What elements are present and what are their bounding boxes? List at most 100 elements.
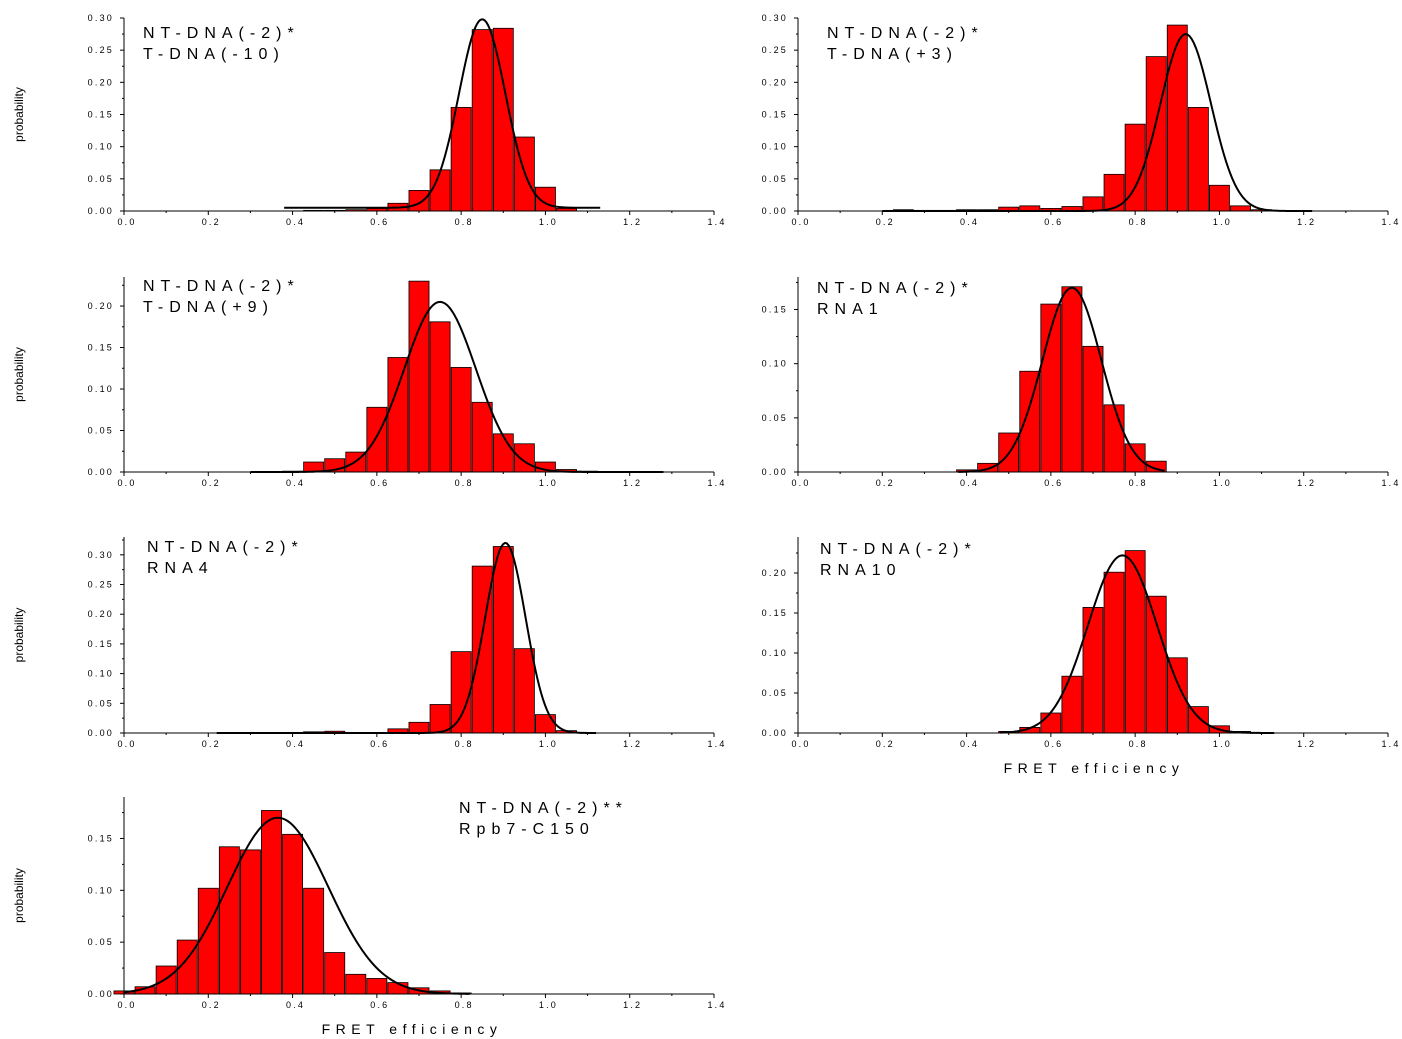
panel-annotation-line: T-DNA(-10)	[143, 46, 285, 63]
histogram-bar	[429, 704, 451, 734]
y-tick-label: 0.00	[762, 728, 788, 738]
y-tick-label: 0.00	[762, 467, 788, 477]
y-tick-label: 0.05	[762, 413, 788, 423]
histogram-bar	[1124, 550, 1146, 734]
x-tick-label: 0.2	[202, 739, 221, 749]
x-tick-label: 0.6	[1044, 478, 1063, 488]
histogram-bar	[408, 721, 430, 734]
x-tick-label: 0.0	[791, 478, 810, 488]
x-tick-label: 0.2	[876, 217, 895, 227]
y-tick-label: 0.10	[88, 885, 114, 895]
y-tick-label: 0.10	[762, 359, 788, 369]
x-tick-label: 1.4	[1381, 478, 1400, 488]
y-tick-label: 0.10	[762, 142, 788, 152]
histogram-bar	[471, 29, 493, 212]
y-tick-label: 0.00	[88, 728, 114, 738]
y-tick-label: 0.00	[88, 206, 114, 216]
x-tick-label: 1.0	[539, 1000, 558, 1010]
histogram-bar	[366, 978, 388, 995]
histogram-bar	[1145, 56, 1167, 212]
histogram-bar	[429, 321, 451, 473]
panel-annotation-line: RNA10	[820, 562, 902, 579]
x-tick-label: 0.6	[1044, 217, 1063, 227]
histogram-bar	[324, 952, 346, 995]
x-tick-label: 1.0	[539, 217, 558, 227]
x-tick-label: 1.2	[1297, 217, 1316, 227]
y-tick-label: 0.00	[762, 206, 788, 216]
x-axis-label: FRET efficiency	[322, 1021, 503, 1037]
histogram-bar	[471, 401, 493, 473]
x-tick-label: 0.0	[117, 1000, 136, 1010]
histogram-bar	[450, 367, 472, 473]
gaussian-fit-line	[216, 541, 596, 734]
histogram-panel-5: 0.0 0.2 0.4 0.6 0.8 1.0 1.2 1.4 0.00 0.05 0.10 0.15…	[12, 537, 726, 749]
x-tick-label: 0.2	[202, 217, 221, 227]
x-tick-label: 1.0	[539, 739, 558, 749]
x-tick-label: 0.0	[117, 217, 136, 227]
x-tick-label: 0.6	[370, 739, 389, 749]
x-tick-label: 1.2	[1297, 739, 1316, 749]
x-tick-label: 0.2	[202, 1000, 221, 1010]
histogram-bar	[282, 833, 304, 995]
histogram-bar	[1103, 571, 1125, 734]
gaussian-fit-line	[284, 18, 601, 209]
x-tick-label: 0.6	[370, 478, 389, 488]
x-tick-label: 0.8	[1129, 478, 1148, 488]
y-tick-label: 0.05	[88, 698, 114, 708]
histogram-panel-2: 0.0 0.2 0.4 0.6 0.8 1.0 1.2 1.4 0.00 0.05 0.10 0.15…	[762, 13, 1399, 227]
y-tick-label: 0.10	[88, 384, 114, 394]
x-tick-label: 1.4	[707, 739, 726, 749]
y-tick-label: 0.15	[88, 833, 114, 843]
histogram-bar	[534, 714, 556, 734]
y-tick-label: 0.20	[762, 77, 788, 87]
panel-annotation-line: Rpb7-C150	[459, 821, 595, 838]
y-tick-label: 0.30	[762, 13, 788, 23]
panel-annotation-line: NT-DNA(-2)*	[820, 541, 977, 558]
x-tick-label: 0.0	[117, 478, 136, 488]
x-axis-label: FRET efficiency	[1004, 760, 1185, 776]
panel-annotation-line: RNA4	[147, 560, 214, 577]
histogram-bar	[366, 406, 388, 473]
histogram-bar	[1145, 595, 1167, 734]
panel-annotation-line: RNA1	[817, 301, 884, 318]
histogram-bar	[513, 443, 535, 473]
y-tick-label: 0.20	[88, 609, 114, 619]
x-tick-label: 1.2	[623, 1000, 642, 1010]
y-tick-label: 0.30	[88, 550, 114, 560]
y-tick-label: 0.15	[88, 639, 114, 649]
x-tick-label: 1.0	[1213, 478, 1232, 488]
x-tick-label: 1.0	[539, 478, 558, 488]
panel-annotation-line: NT-DNA(-2)**	[459, 800, 628, 817]
gaussian-fit-line	[1000, 554, 1275, 734]
panel-annotation-line: NT-DNA(-2)*	[147, 539, 304, 556]
panel-annotation-line: NT-DNA(-2)*	[143, 278, 300, 295]
histogram-panel-1: 0.0 0.2 0.4 0.6 0.8 1.0 1.2 1.4 0.00 0.05 0.10 0.15…	[12, 13, 726, 227]
histogram-bar	[1061, 286, 1083, 473]
panel-annotation-line: T-DNA(+9)	[143, 299, 274, 316]
x-tick-label: 0.0	[117, 739, 136, 749]
histogram-bar	[408, 190, 430, 212]
x-tick-label: 0.0	[791, 739, 810, 749]
x-tick-label: 0.4	[286, 739, 305, 749]
x-tick-label: 0.4	[286, 478, 305, 488]
y-tick-label: 0.10	[762, 648, 788, 658]
panel-annotation-line: NT-DNA(-2)*	[827, 25, 984, 42]
histogram-panel-6: 0.0 0.2 0.4 0.6 0.8 1.0 1.2 1.4 0.00 0.05 0.10 0.15…	[762, 537, 1400, 776]
panel-annotation-line: NT-DNA(-2)*	[817, 280, 974, 297]
histogram-bar	[1103, 404, 1125, 473]
histogram-bar	[408, 280, 430, 473]
x-tick-label: 0.4	[286, 1000, 305, 1010]
histogram-bar	[1230, 205, 1251, 212]
x-tick-label: 1.4	[707, 217, 726, 227]
histogram-bar	[303, 887, 325, 995]
y-tick-label: 0.15	[88, 110, 114, 120]
histogram-bar	[1187, 107, 1209, 212]
x-tick-label: 1.2	[623, 478, 642, 488]
histogram-bar	[513, 648, 535, 734]
y-tick-label: 0.10	[88, 142, 114, 152]
x-tick-label: 1.0	[1213, 739, 1232, 749]
x-tick-label: 1.4	[1381, 739, 1400, 749]
y-axis-label: probability	[12, 868, 26, 923]
x-tick-label: 0.6	[370, 217, 389, 227]
